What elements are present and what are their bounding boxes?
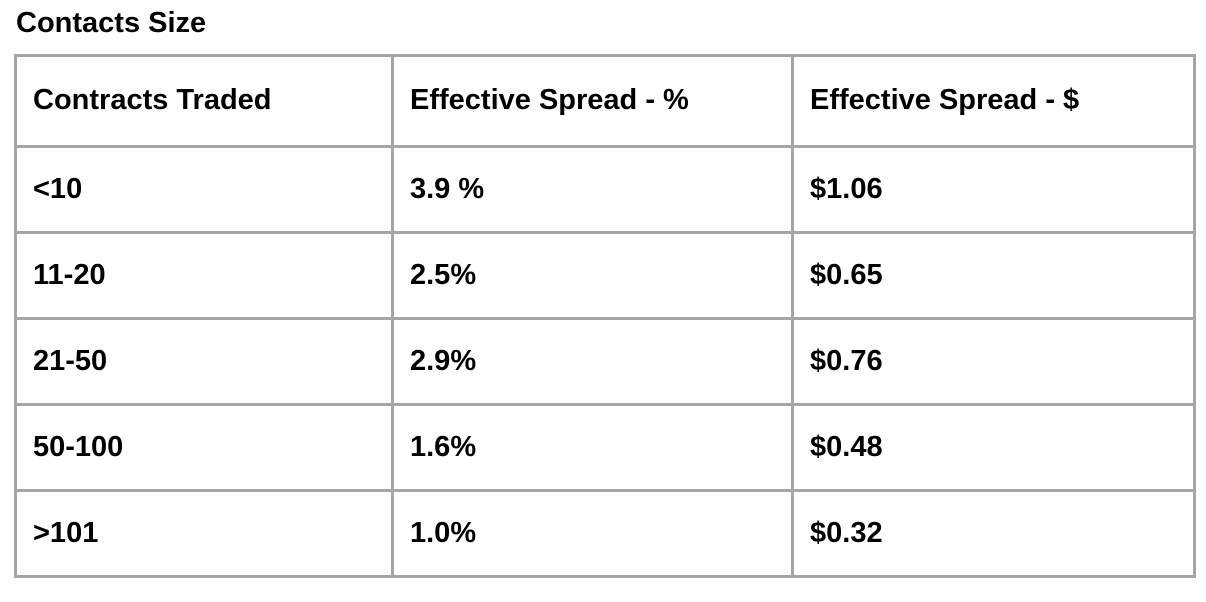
cell-contracts-traded: 50-100 bbox=[14, 402, 394, 492]
cell-contracts-traded: 11-20 bbox=[14, 230, 394, 320]
cell-effective-spread-usd: $1.06 bbox=[791, 144, 1196, 234]
cell-contracts-traded: <10 bbox=[14, 144, 394, 234]
contracts-size-table: Contracts Traded Effective Spread - % Ef… bbox=[14, 53, 1196, 578]
cell-effective-spread-pct: 2.5% bbox=[391, 230, 794, 320]
column-header-effective-spread-pct: Effective Spread - % bbox=[391, 53, 794, 148]
cell-effective-spread-pct: 3.9 % bbox=[391, 144, 794, 234]
table-row: >101 1.0% $0.32 bbox=[14, 488, 1196, 578]
table-row: <10 3.9 % $1.06 bbox=[14, 144, 1196, 234]
table-row: 11-20 2.5% $0.65 bbox=[14, 230, 1196, 320]
table-row: 21-50 2.9% $0.76 bbox=[14, 316, 1196, 406]
cell-effective-spread-usd: $0.76 bbox=[791, 316, 1196, 406]
table-header-row: Contracts Traded Effective Spread - % Ef… bbox=[14, 53, 1196, 148]
cell-effective-spread-pct: 1.6% bbox=[391, 402, 794, 492]
cell-effective-spread-pct: 1.0% bbox=[391, 488, 794, 578]
cell-effective-spread-usd: $0.32 bbox=[791, 488, 1196, 578]
cell-effective-spread-usd: $0.48 bbox=[791, 402, 1196, 492]
page-title: Contacts Size bbox=[16, 7, 207, 39]
cell-contracts-traded: 21-50 bbox=[14, 316, 394, 406]
column-header-effective-spread-usd: Effective Spread - $ bbox=[791, 53, 1196, 148]
cell-effective-spread-usd: $0.65 bbox=[791, 230, 1196, 320]
cell-contracts-traded: >101 bbox=[14, 488, 394, 578]
table-row: 50-100 1.6% $0.48 bbox=[14, 402, 1196, 492]
column-header-contracts-traded: Contracts Traded bbox=[14, 53, 394, 148]
cell-effective-spread-pct: 2.9% bbox=[391, 316, 794, 406]
